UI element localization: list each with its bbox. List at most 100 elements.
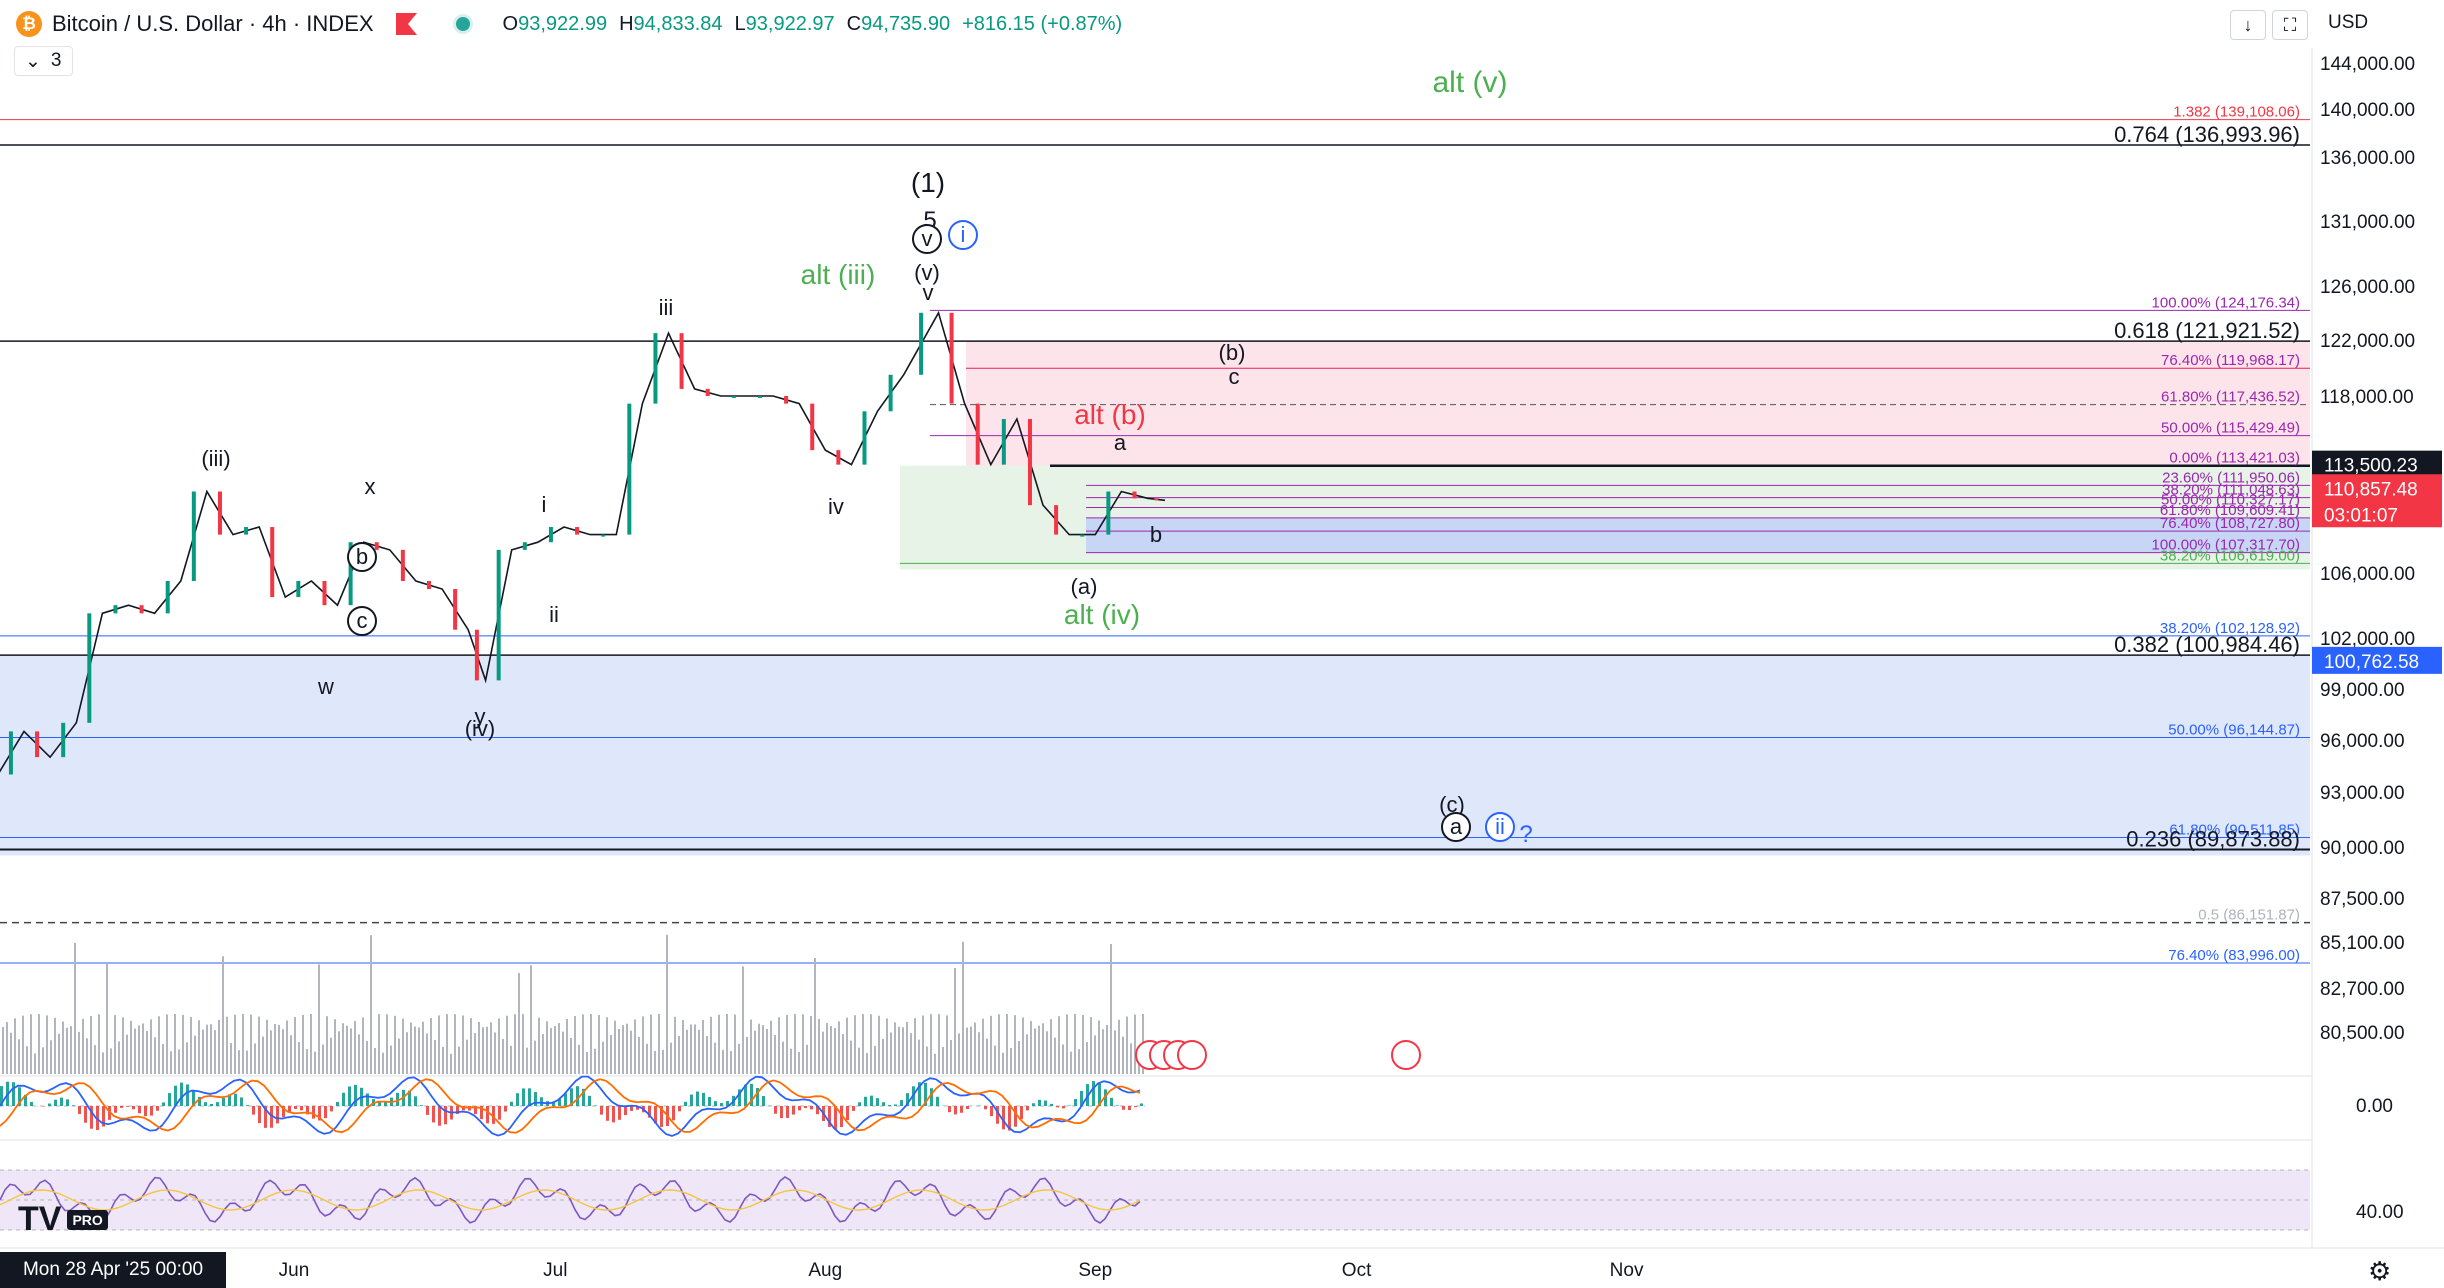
volume-bar (918, 1039, 920, 1074)
volume-bar (594, 1048, 596, 1074)
volume-bar (1030, 1021, 1032, 1074)
candle (1106, 491, 1111, 535)
wave-label: b (1150, 522, 1162, 547)
ohlc-open: O93,922.99 (502, 12, 608, 35)
macd-histogram-bar (210, 1103, 213, 1106)
macd-histogram-bar (114, 1106, 117, 1113)
volume-bar (570, 1037, 572, 1074)
macd-histogram-bar (270, 1106, 273, 1128)
macd-histogram-bar (552, 1101, 555, 1106)
macd-histogram-bar (516, 1093, 519, 1106)
candle (8, 731, 13, 775)
volume-bar (450, 1053, 452, 1074)
price-tag-bg (2312, 646, 2442, 674)
macd-histogram-bar (180, 1082, 183, 1106)
macd-histogram-bar (312, 1106, 315, 1119)
ohlc-high: H94,833.84 (619, 12, 723, 35)
fib-label: 76.40% (83,996.00) (2168, 947, 2300, 964)
volume-bar (694, 1024, 696, 1074)
download-button[interactable]: ↓ (2230, 10, 2266, 40)
volume-bar (170, 1051, 172, 1074)
volume-bar (374, 1048, 376, 1074)
x-tick-label: Aug (808, 1260, 842, 1281)
macd-histogram-bar (846, 1106, 849, 1121)
macd-histogram-bar (486, 1106, 489, 1124)
volume-bar (886, 1018, 888, 1074)
macd-histogram-bar (786, 1106, 789, 1118)
volume-bar (54, 1017, 56, 1074)
currency-selector[interactable]: USD (2318, 8, 2444, 38)
macd-histogram-bar (24, 1094, 27, 1106)
volume-bar (914, 1018, 916, 1074)
volume-bar (558, 1023, 560, 1074)
pro-badge: PRO (67, 1209, 108, 1230)
macd-histogram-bar (654, 1106, 657, 1124)
macd-histogram-bar (126, 1106, 129, 1107)
volume-bar (38, 1014, 40, 1074)
volume-bar (250, 1014, 252, 1074)
volume-bar (722, 1049, 724, 1074)
candle (1001, 419, 1006, 465)
macd-histogram-bar (246, 1105, 249, 1106)
volume-bar (986, 1038, 988, 1074)
volume-bar (1078, 1049, 1080, 1074)
macd-histogram-bar (906, 1093, 909, 1106)
volume-bar (106, 964, 108, 1074)
volume-bar (126, 1034, 128, 1074)
macd-histogram-bar (138, 1106, 141, 1114)
volume-bar (842, 1034, 844, 1074)
market-status-icon[interactable] (452, 14, 473, 34)
macd-histogram-bar (948, 1106, 951, 1113)
flag-icon[interactable] (395, 13, 417, 35)
volume-bar (734, 1014, 736, 1074)
macd-histogram-bar (1056, 1106, 1059, 1108)
volume-bar (110, 1048, 112, 1074)
volume-bar (654, 1050, 656, 1074)
macd-pane: 0.00 (0, 1075, 2393, 1137)
volume-bar (282, 1029, 284, 1074)
fullscreen-button[interactable]: ⛶ (2272, 10, 2308, 40)
macd-histogram-bar (1008, 1106, 1011, 1131)
wave-label: c (357, 608, 368, 633)
settings-gear-icon[interactable]: ⚙ (2368, 1256, 2392, 1286)
wave-label: w (317, 674, 334, 699)
volume-bar (174, 1014, 176, 1074)
ohlc-low: L93,922.97 (734, 12, 835, 35)
volume-bar (326, 1016, 328, 1074)
y-tick-label: 126,000.00 (2320, 277, 2415, 298)
indicator-count: 3 (50, 50, 62, 71)
volume-bar (114, 1015, 116, 1074)
volume-bar (442, 1046, 444, 1074)
macd-histogram-bar (876, 1098, 879, 1106)
volume-bar (142, 1023, 144, 1074)
macd-histogram-bar (234, 1093, 237, 1106)
x-tick-label: Oct (1342, 1260, 1372, 1281)
volume-bar (674, 1016, 676, 1074)
rsi-tick-label: 40.00 (2356, 1202, 2404, 1223)
macd-histogram-bar (1044, 1100, 1047, 1106)
volume-bar (1122, 1036, 1124, 1074)
macd-histogram-bar (750, 1083, 753, 1106)
support-box-blue (0, 654, 2310, 856)
macd-histogram-bar (276, 1106, 279, 1124)
volume-bar (1134, 1014, 1136, 1074)
wave-label: i (542, 492, 547, 517)
candle (1080, 534, 1085, 537)
ohlc-change: +816.15 (+0.87%) (962, 12, 1123, 35)
indicators-toggle[interactable]: ⌄ 3 (14, 46, 73, 76)
macd-histogram-bar (504, 1106, 507, 1112)
macd-histogram-bar (1074, 1099, 1077, 1106)
macd-histogram-bar (960, 1106, 963, 1113)
fib-label: 38.20% (102,128.92) (2160, 620, 2300, 637)
volume-bar (410, 1022, 412, 1074)
macd-signal-line (0, 1078, 1141, 1134)
candle (1154, 498, 1159, 501)
macd-histogram-bar (756, 1087, 759, 1106)
macd-histogram-bar (366, 1093, 369, 1106)
volume-bar (206, 1024, 208, 1074)
tradingview-logo[interactable]: TV PRO (18, 1200, 108, 1239)
volume-bar (850, 1040, 852, 1074)
symbol-title[interactable]: Bitcoin / U.S. Dollar · 4h · INDEX (52, 11, 374, 36)
macd-histogram-bar (612, 1106, 615, 1123)
